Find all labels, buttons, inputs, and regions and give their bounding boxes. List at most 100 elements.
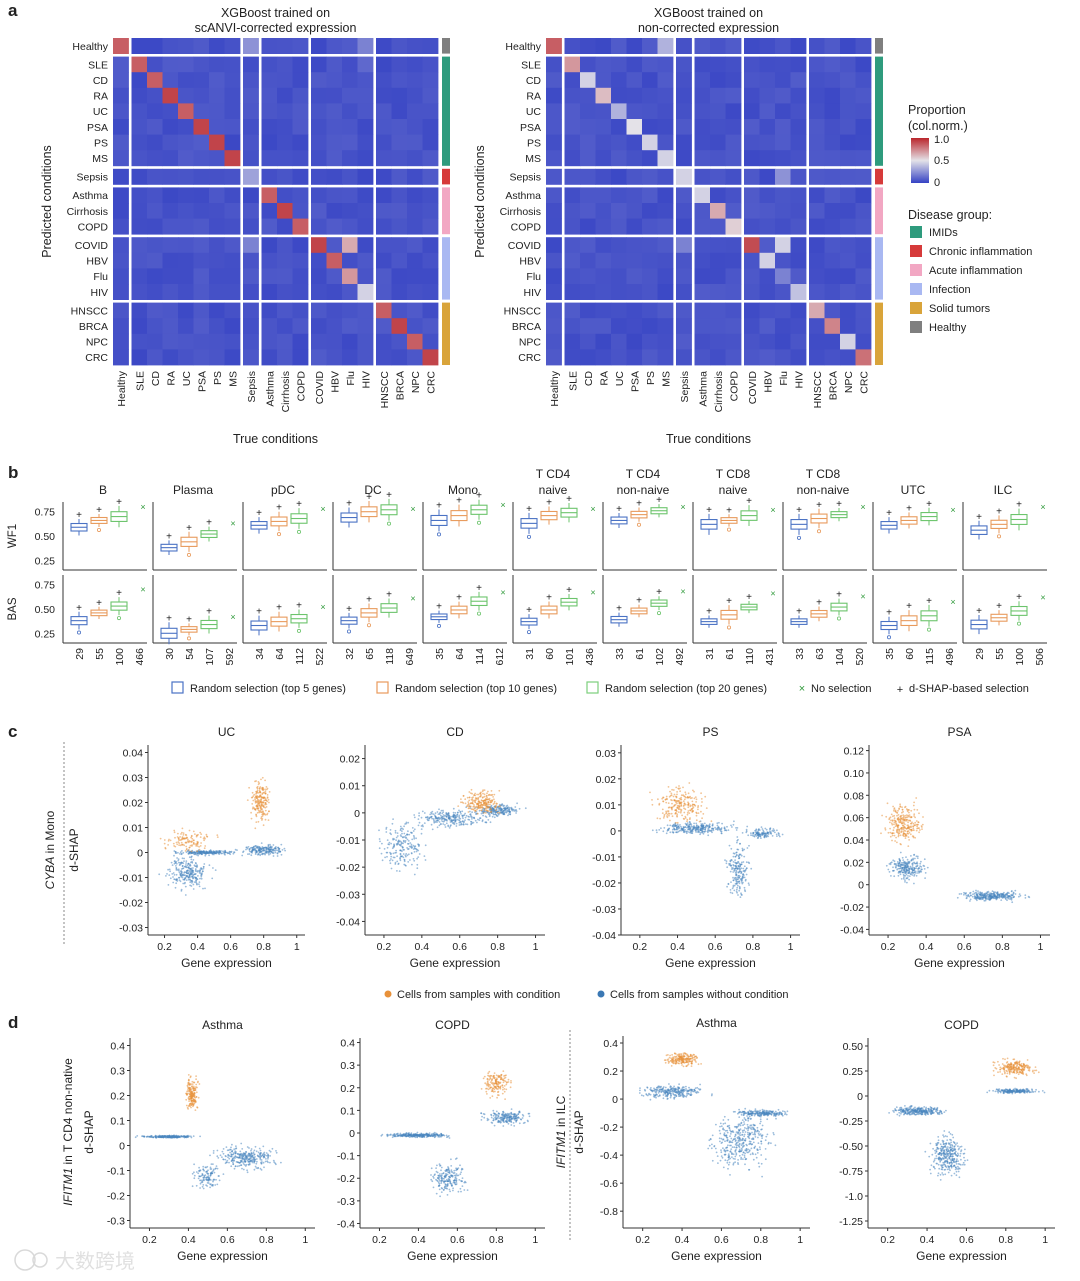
point-without-condition: [217, 851, 220, 854]
point-without-condition: [438, 808, 440, 811]
point-without-condition: [417, 856, 420, 858]
dshap-plus-marker: +: [436, 501, 442, 512]
heatmap-cell: [611, 168, 627, 185]
heatmap-cell: [775, 150, 791, 167]
celltype-title: T CD4: [626, 467, 661, 481]
point-without-condition: [188, 856, 191, 859]
point-without-condition: [730, 824, 732, 827]
heatmap-cell: [326, 150, 343, 167]
heatmap-cell: [113, 87, 129, 104]
heatmap-cell: [357, 284, 374, 300]
point-with-condition: [687, 801, 689, 804]
point-without-condition: [214, 869, 217, 871]
gene-count-label: 496: [944, 648, 956, 666]
group-bar-3: [442, 187, 450, 235]
point-without-condition: [504, 806, 506, 809]
heatmap-cell: [564, 87, 581, 104]
heatmap-cell: [147, 72, 163, 89]
heatmap-cell: [178, 218, 194, 235]
point-without-condition: [397, 839, 400, 842]
point-without-condition: [735, 883, 738, 885]
point-with-condition: [674, 799, 676, 802]
point-with-condition: [889, 831, 892, 834]
point-without-condition: [409, 842, 412, 844]
point-without-condition: [182, 851, 185, 854]
heatmap-cell: [326, 38, 343, 54]
point-with-condition: [896, 841, 898, 844]
point-with-condition: [159, 837, 162, 840]
point-without-condition: [174, 886, 177, 889]
heatmap-cell: [744, 150, 760, 167]
point-with-condition: [897, 834, 900, 837]
point-without-condition: [899, 867, 902, 870]
heatmap-cell: [357, 56, 374, 73]
point-without-condition: [1024, 897, 1027, 899]
heatmap-cell: [694, 302, 711, 319]
heatmap-cell: [407, 38, 423, 54]
heatmap-cell: [326, 103, 343, 120]
point-without-condition: [258, 846, 261, 848]
row-label: RA: [93, 91, 108, 103]
heatmap-cell: [611, 349, 627, 366]
row-label: COPD: [511, 221, 542, 233]
heatmap-cell: [147, 56, 163, 73]
point-with-condition: [688, 796, 691, 799]
point-with-condition: [921, 823, 924, 826]
point-without-condition: [689, 827, 692, 830]
heatmap-cell: [147, 150, 163, 167]
box-outlier: [386, 521, 391, 526]
heatmap-cell: [580, 168, 596, 185]
dshap-plus-marker: +: [206, 607, 212, 618]
point-without-condition: [260, 848, 263, 850]
heatmap-cell: [178, 284, 194, 300]
heatmap-cell: [642, 103, 658, 120]
point-without-condition: [739, 896, 742, 898]
point-without-condition: [455, 825, 458, 827]
gene-count-label: 32: [344, 648, 356, 660]
point-without-condition: [440, 818, 443, 821]
point-without-condition: [716, 822, 719, 825]
point-without-condition: [180, 861, 183, 864]
point-with-condition: [662, 800, 665, 803]
point-with-condition: [264, 818, 267, 821]
heatmap-cell: [376, 187, 392, 204]
heatmap-cell: [209, 268, 225, 285]
point-with-condition: [181, 831, 183, 834]
point-without-condition: [399, 857, 401, 860]
point-without-condition: [386, 851, 389, 854]
point-without-condition: [458, 821, 461, 824]
point-with-condition: [196, 834, 199, 837]
col-label: SLE: [134, 371, 146, 391]
heatmap-cell: [809, 72, 825, 89]
point-without-condition: [403, 832, 406, 835]
point-without-condition: [456, 818, 459, 821]
point-without-condition: [448, 827, 451, 829]
ytick-label: 0.01: [123, 823, 144, 835]
point-without-condition: [458, 809, 460, 812]
gene-count-label: 100: [114, 648, 126, 666]
xtick-label: 0.6: [957, 941, 972, 953]
heatmap-cell: [261, 318, 278, 335]
point-without-condition: [729, 889, 732, 891]
point-with-condition: [901, 809, 904, 811]
heatmap-cell: [809, 168, 825, 185]
point-without-condition: [1024, 894, 1027, 897]
point-without-condition: [440, 809, 443, 812]
heatmap-cell: [840, 333, 856, 350]
point-with-condition: [184, 850, 187, 852]
point-without-condition: [258, 850, 260, 852]
heatmap-cell: [277, 119, 293, 135]
heatmap-cell: [580, 349, 596, 366]
col-label: CRC: [858, 371, 870, 394]
point-with-condition: [891, 820, 894, 822]
point-without-condition: [184, 885, 187, 888]
heatmap-cell: [277, 38, 293, 54]
col-label: PS: [645, 371, 657, 385]
heatmap-cell: [595, 187, 612, 204]
panel-label-a: a: [8, 1, 18, 20]
group-legend-label: Infection: [929, 284, 971, 296]
col-label: HNSCC: [379, 371, 391, 409]
point-without-condition: [1028, 896, 1031, 899]
point-with-condition: [918, 812, 920, 815]
point-with-condition: [908, 839, 910, 841]
